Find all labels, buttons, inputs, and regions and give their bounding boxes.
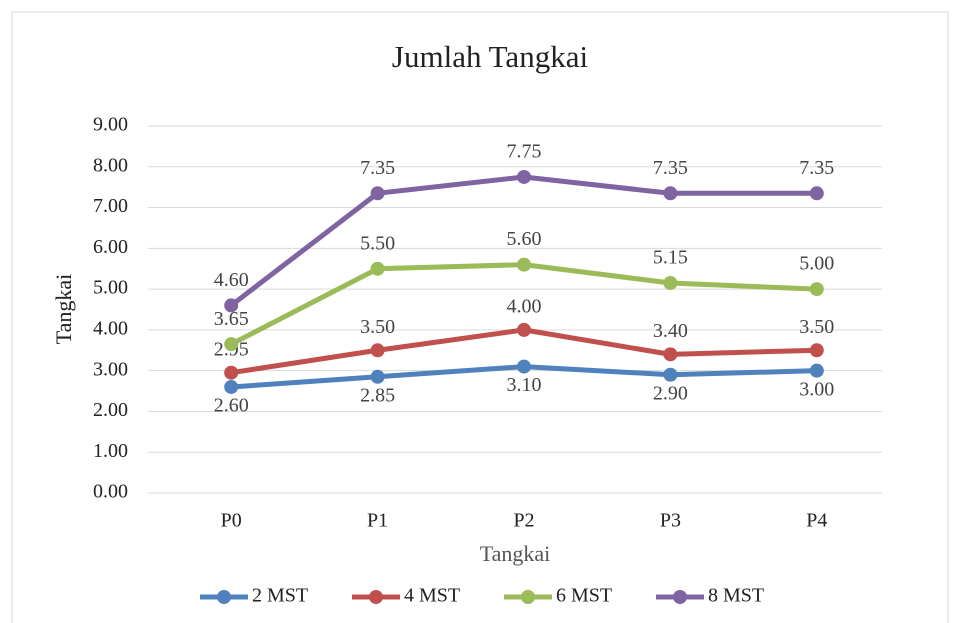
- data-label: 3.50: [799, 316, 834, 338]
- data-label: 3.50: [360, 316, 395, 338]
- series-marker: [224, 298, 239, 313]
- series-marker: [224, 337, 239, 352]
- y-tick-label: 1.00: [93, 440, 128, 462]
- series-marker: [224, 365, 239, 380]
- y-tick-label: 7.00: [93, 195, 128, 217]
- legend-label: 6 MST: [556, 585, 612, 607]
- y-tick-label: 6.00: [93, 236, 128, 258]
- legend-label: 2 MST: [252, 585, 308, 607]
- y-tick-label: 3.00: [93, 358, 128, 380]
- data-label: 5.60: [507, 228, 542, 250]
- data-label: 5.50: [360, 232, 395, 254]
- series-marker: [809, 282, 824, 297]
- legend-label: 8 MST: [708, 585, 764, 607]
- x-tick-label: P1: [367, 510, 388, 532]
- series-marker: [663, 186, 678, 201]
- series-marker: [224, 379, 239, 394]
- y-tick-label: 2.00: [93, 399, 128, 421]
- data-label: 5.00: [799, 253, 834, 275]
- legend-marker: [217, 590, 231, 604]
- x-tick-label: P4: [806, 510, 827, 532]
- x-axis-title: Tangkai: [480, 541, 551, 566]
- data-label: 5.15: [653, 247, 688, 269]
- data-label: 7.35: [360, 157, 395, 179]
- data-label: 2.90: [653, 382, 688, 404]
- series-marker: [517, 257, 531, 272]
- series-marker: [370, 261, 385, 276]
- legend-label: 4 MST: [404, 585, 460, 607]
- legend-marker: [521, 590, 535, 604]
- series-marker: [370, 343, 385, 358]
- x-tick-label: P0: [221, 510, 242, 532]
- legend-marker: [673, 590, 687, 604]
- x-tick-label: P3: [660, 510, 681, 532]
- series-marker: [809, 363, 824, 378]
- y-tick-label: 0.00: [93, 481, 128, 503]
- y-tick-label: 8.00: [93, 154, 128, 176]
- data-label: 2.60: [214, 395, 249, 417]
- y-tick-label: 9.00: [93, 114, 128, 136]
- series-marker: [370, 186, 385, 201]
- data-label: 2.85: [360, 384, 395, 406]
- series-marker: [517, 169, 531, 184]
- series-marker: [663, 347, 678, 362]
- data-label: 7.35: [799, 157, 834, 179]
- legend-marker: [369, 590, 383, 604]
- series-marker: [809, 343, 824, 358]
- data-label: 3.10: [507, 374, 542, 396]
- y-tick-label: 5.00: [93, 277, 128, 299]
- data-label: 3.65: [214, 308, 249, 330]
- series-marker: [663, 367, 678, 382]
- data-label: 7.35: [653, 157, 688, 179]
- series-marker: [517, 359, 531, 374]
- series-marker: [663, 275, 678, 290]
- chart-title: Jumlah Tangkai: [392, 39, 589, 74]
- y-axis-title: Tangkai: [51, 274, 76, 345]
- y-tick-label: 4.00: [93, 317, 128, 339]
- series-marker: [809, 186, 824, 201]
- chart-border: [11, 11, 949, 623]
- data-label: 3.00: [799, 378, 834, 400]
- data-label: 3.40: [653, 320, 688, 342]
- series-marker: [517, 322, 531, 337]
- x-tick-label: P2: [513, 510, 534, 532]
- data-label: 7.75: [507, 141, 542, 163]
- series-marker: [370, 369, 385, 384]
- data-label: 4.60: [214, 269, 249, 291]
- data-label: 4.00: [507, 295, 542, 317]
